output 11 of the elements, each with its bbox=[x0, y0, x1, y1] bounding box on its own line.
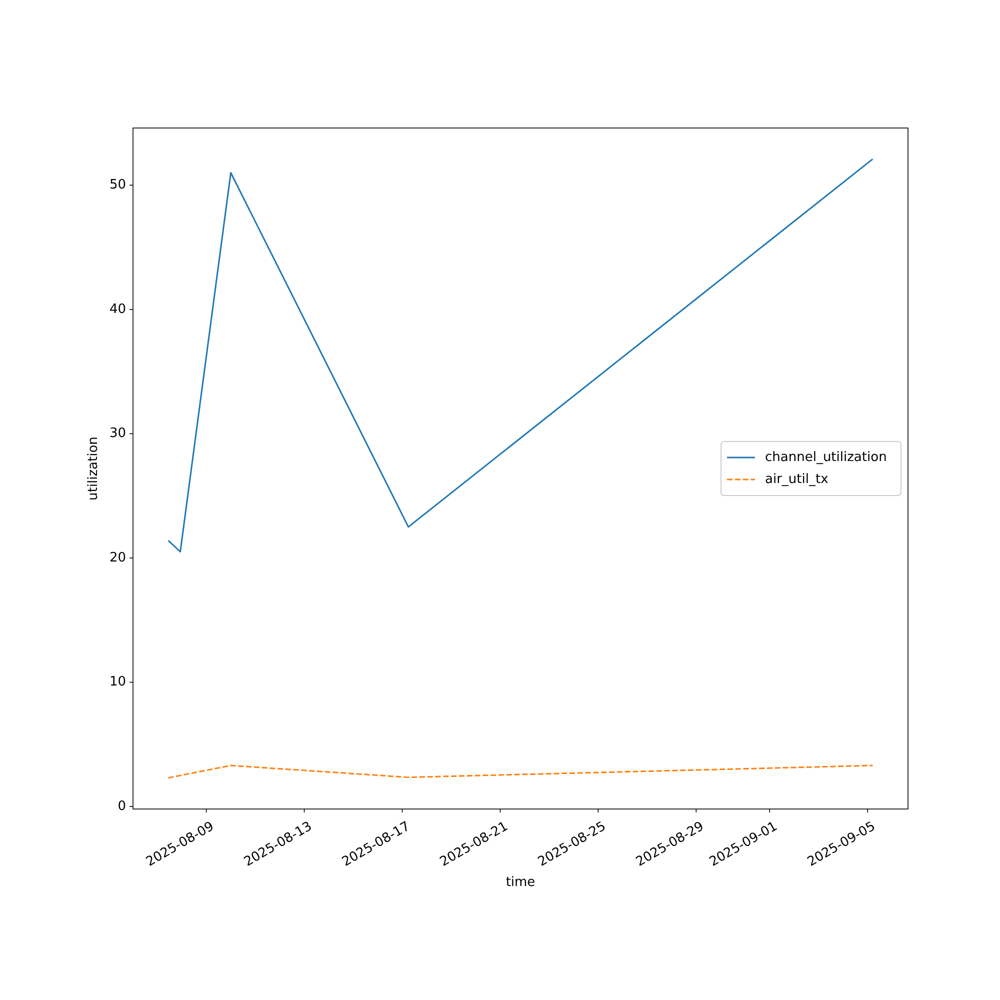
legend-label: channel_utilization bbox=[765, 450, 887, 465]
y-axis-title: utilization bbox=[86, 436, 101, 500]
y-tick-label: 40 bbox=[109, 302, 126, 317]
y-tick-label: 10 bbox=[109, 674, 126, 690]
y-tick-label: 30 bbox=[109, 426, 126, 442]
legend-label: air_util_tx bbox=[765, 472, 829, 487]
y-tick-label: 20 bbox=[109, 550, 126, 566]
x-axis-title: time bbox=[506, 875, 536, 890]
y-tick-label: 50 bbox=[109, 178, 126, 193]
y-tick-label: 0 bbox=[118, 799, 126, 814]
line-series bbox=[168, 764, 874, 779]
